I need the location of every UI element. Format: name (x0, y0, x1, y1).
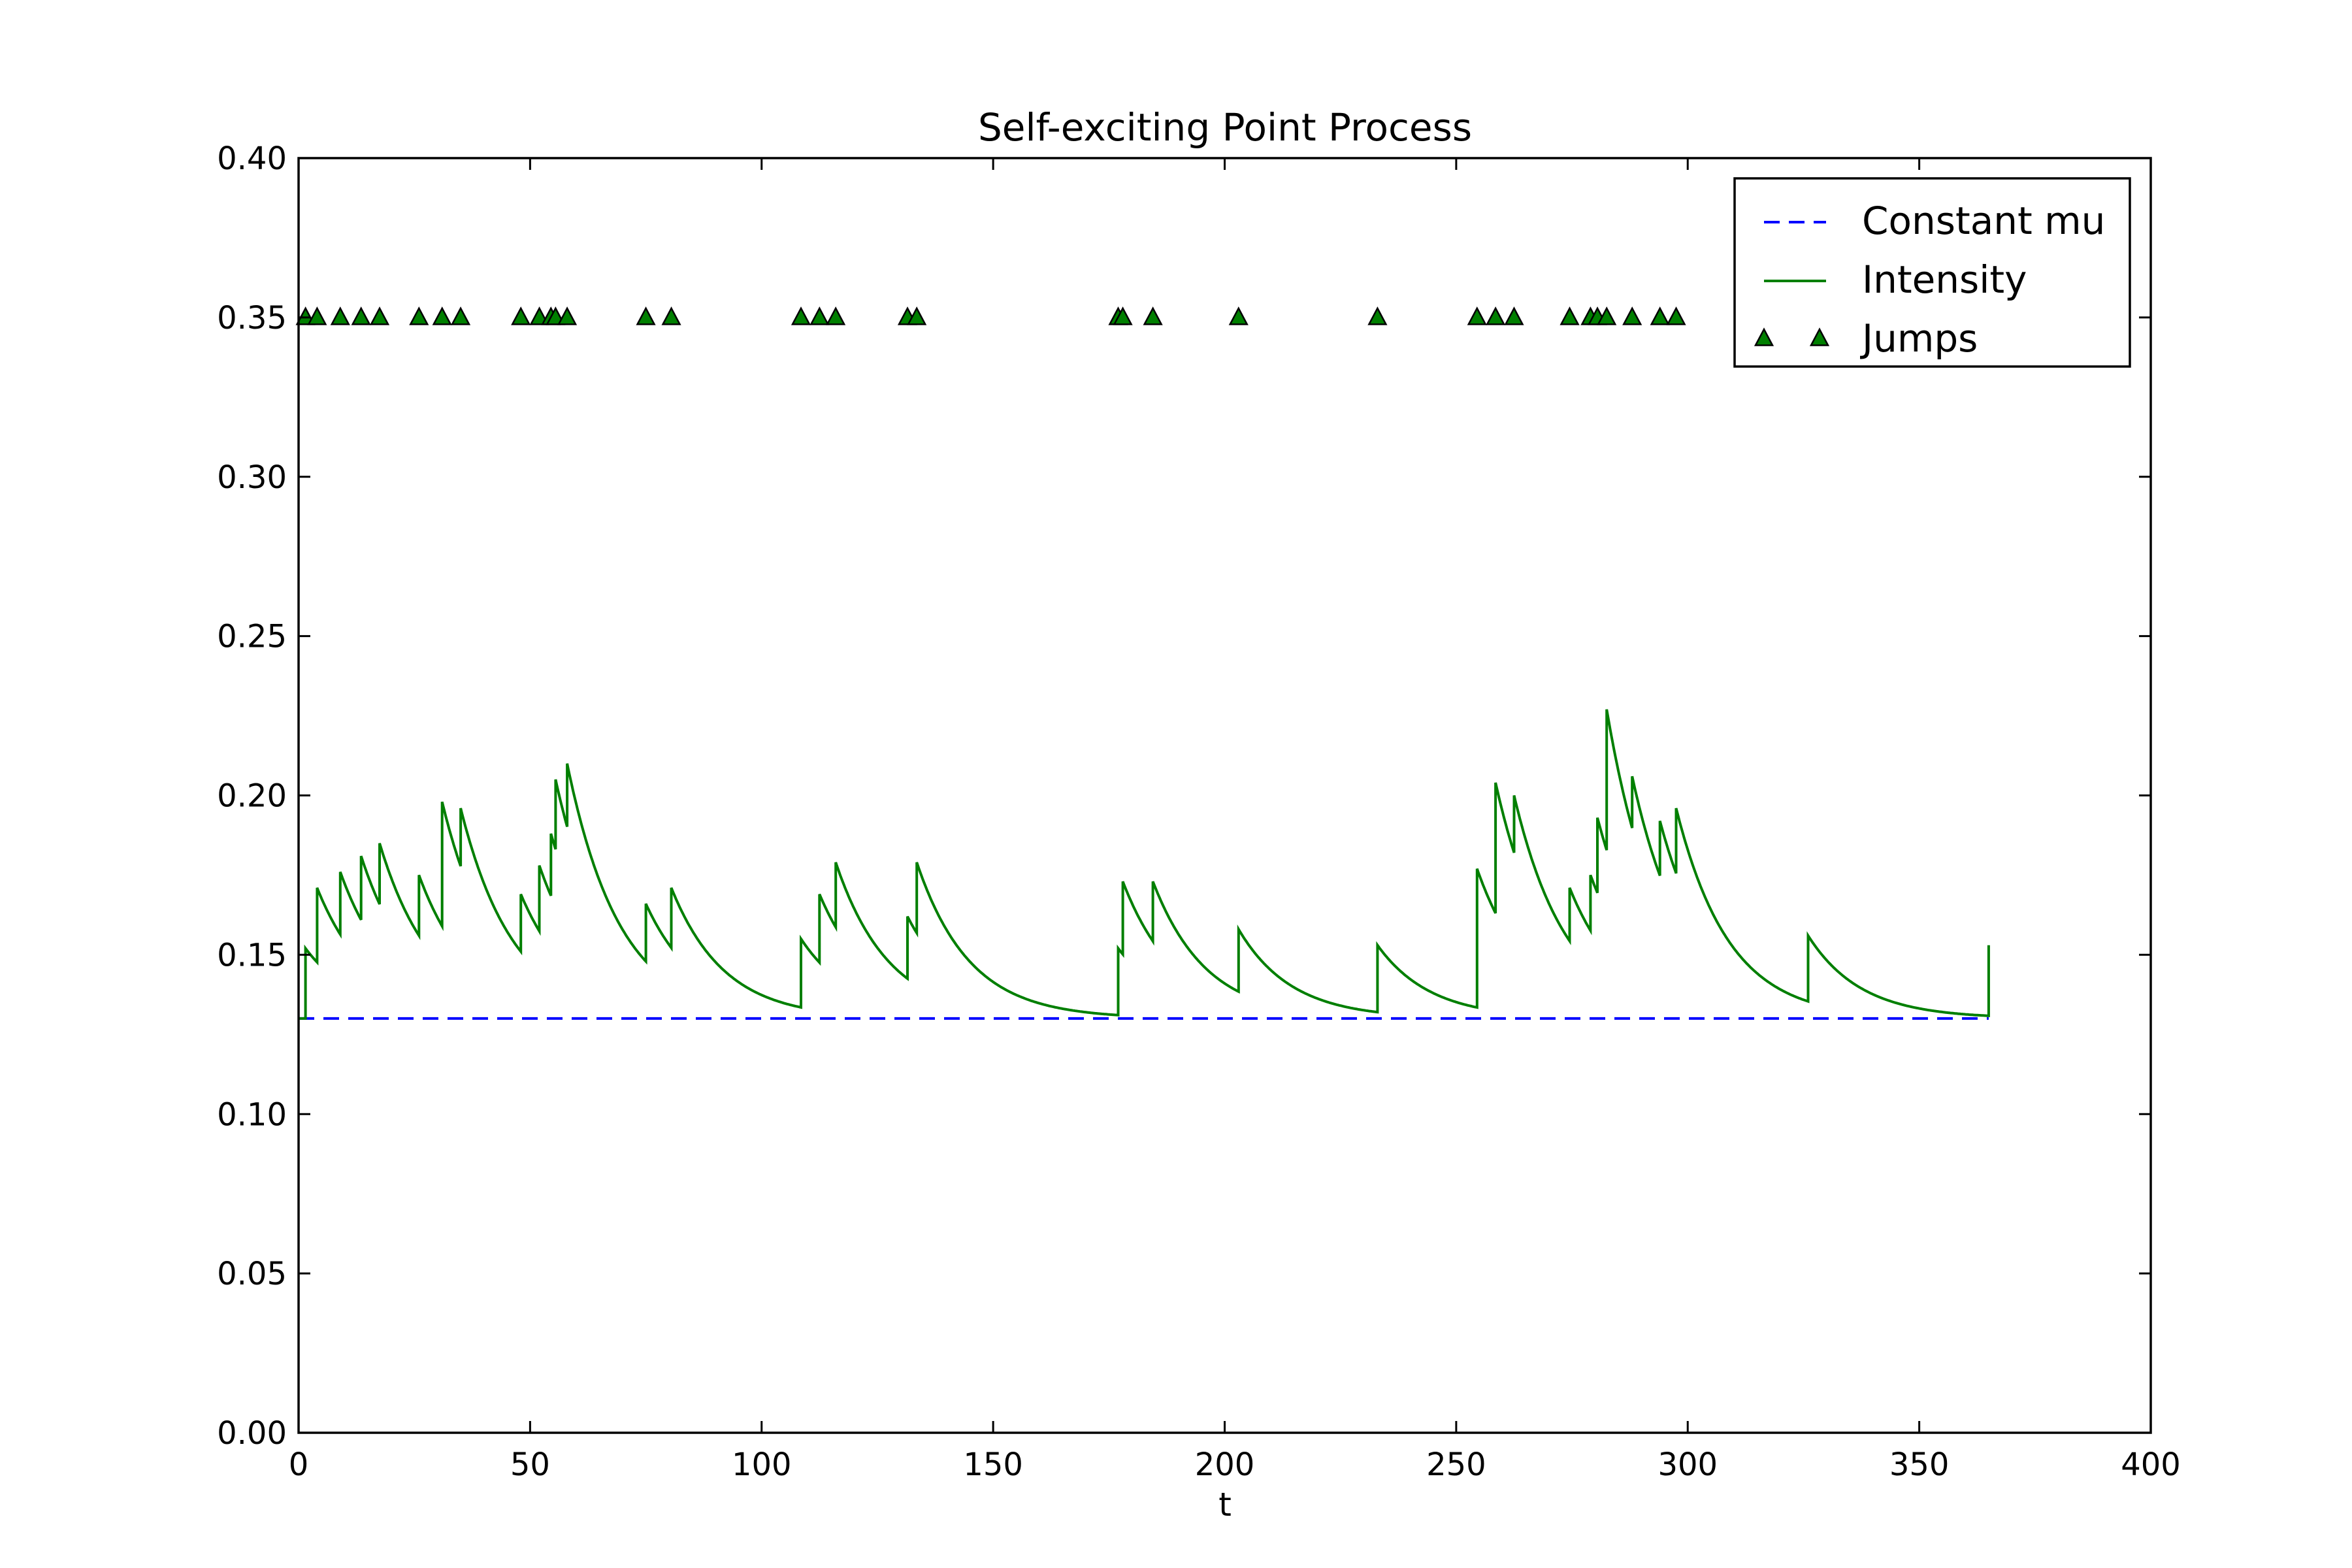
x-tick-label: 300 (1658, 1446, 1718, 1483)
jump-marker (1597, 306, 1617, 325)
legend-intensity-label: Intensity (1862, 257, 2027, 302)
jump-marker (1113, 306, 1133, 325)
jump-marker (1486, 306, 1506, 325)
jump-marker (809, 306, 830, 325)
jump-marker (1622, 306, 1642, 325)
y-tick-label: 0.20 (217, 778, 287, 815)
jump-marker (1666, 306, 1686, 325)
jump-marker (1228, 306, 1249, 325)
jump-marker (636, 306, 656, 325)
jump-marker (1367, 306, 1388, 325)
x-tick-label: 100 (732, 1446, 792, 1483)
jump-marker (529, 306, 549, 325)
jump-marker (511, 306, 531, 325)
jump-marker (295, 306, 316, 325)
jump-marker (546, 306, 566, 325)
x-tick-label: 0 (289, 1446, 309, 1483)
legend-box (1733, 177, 2131, 368)
jump-marker (1650, 306, 1670, 325)
plot-area (295, 306, 1990, 1020)
axes: 0 50 100 150 200 250 300 350 400 0.00 0.05 0.10 0.15… (217, 140, 2181, 1483)
jump-marker (369, 306, 390, 325)
x-tick-label: 50 (510, 1446, 550, 1483)
jump-marker (1467, 306, 1487, 325)
x-tick-label: 200 (1195, 1446, 1255, 1483)
jump-marker (1504, 306, 1524, 325)
legend: Constant mu Intensity Jumps (1733, 177, 2131, 368)
jump-marker (557, 306, 578, 325)
chart-title: Self-exciting Point Process (978, 105, 1472, 150)
jump-marker (791, 306, 811, 325)
y-tick-label: 0.05 (217, 1256, 287, 1292)
legend-jumps-label: Jumps (1860, 316, 1978, 361)
x-tick-label: 150 (963, 1446, 1023, 1483)
y-tick-label: 0.15 (217, 937, 287, 973)
jump-marker (450, 306, 471, 325)
y-tick-label: 0.00 (217, 1415, 287, 1452)
jump-marker (432, 306, 452, 325)
x-tick-label: 350 (1889, 1446, 1950, 1483)
series-intensity-line (298, 709, 1990, 1020)
jump-marker (307, 306, 327, 325)
y-tick-label: 0.40 (217, 140, 287, 177)
legend-jumps-marker (1754, 327, 1774, 346)
jump-marker (907, 306, 927, 325)
y-tick-label: 0.25 (217, 619, 287, 655)
y-tick-label: 0.35 (217, 300, 287, 336)
x-tick-label: 250 (1426, 1446, 1486, 1483)
jump-marker (1560, 306, 1580, 325)
legend-constant-mu-label: Constant mu (1862, 199, 2105, 243)
legend-jumps-marker (1809, 327, 1830, 346)
jump-marker (351, 306, 371, 325)
x-tick-label: 400 (2121, 1446, 2181, 1483)
jump-marker (826, 306, 846, 325)
jump-marker (330, 306, 350, 325)
y-tick-label: 0.30 (217, 459, 287, 496)
y-tick-label: 0.10 (217, 1096, 287, 1133)
jump-marker (661, 306, 681, 325)
x-axis-label: t (1218, 1486, 1232, 1524)
jump-marker (1143, 306, 1163, 325)
jump-marker (409, 306, 429, 325)
